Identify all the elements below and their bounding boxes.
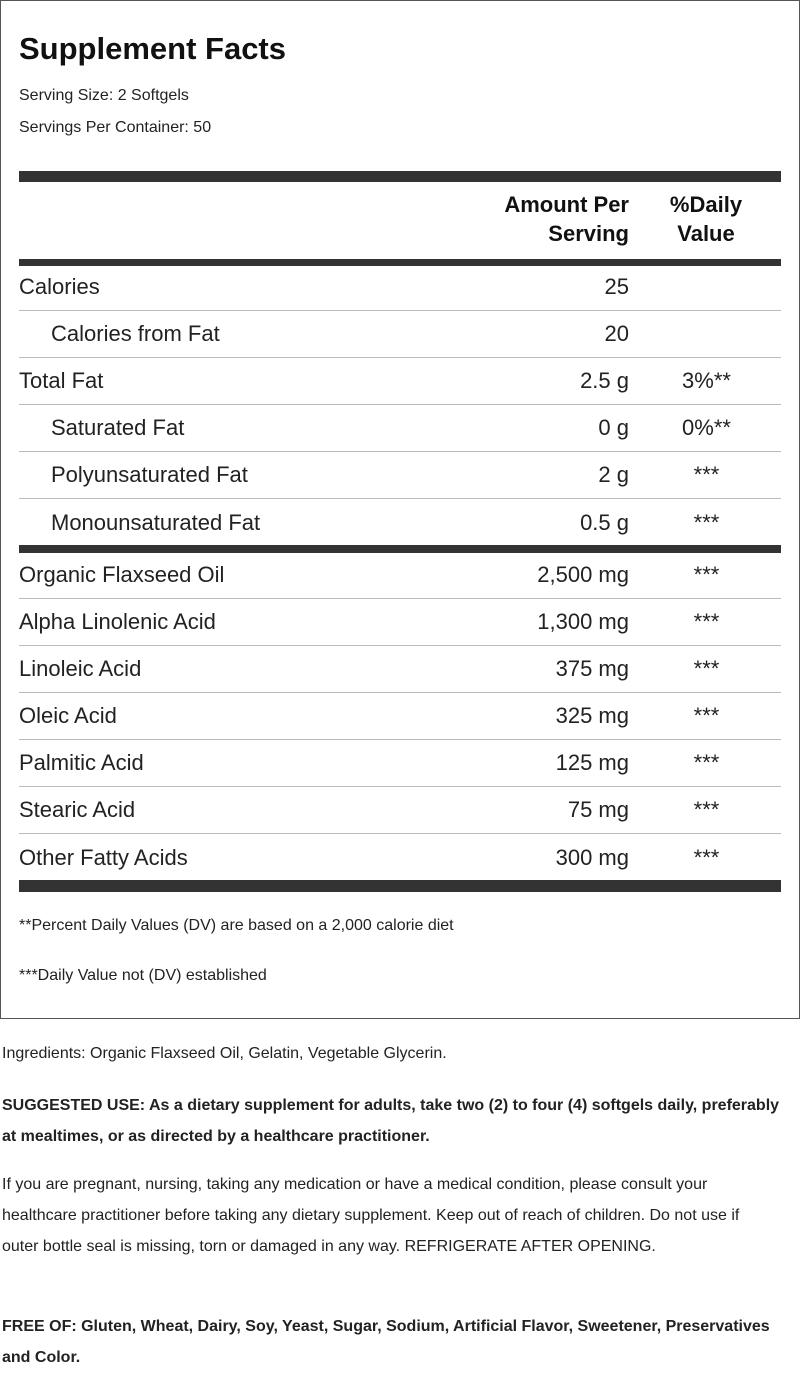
- servings-per-container: Servings Per Container: 50: [19, 119, 212, 136]
- divider-medium: [19, 545, 781, 553]
- amount-header-line1: Amount Per: [504, 192, 629, 217]
- nutrient-name: Other Fatty Acids: [19, 844, 188, 870]
- nutrient-name: Stearic Acid: [19, 797, 136, 822]
- warning: If you are pregnant, nursing, taking any…: [2, 1176, 740, 1255]
- nutrient-name: Calories: [19, 274, 100, 299]
- nutrient-row: Calories from Fat 20: [19, 311, 781, 358]
- nutrient-dv: 0%**: [682, 415, 731, 440]
- nutrient-amount: 1,300 mg: [537, 609, 629, 634]
- nutrient-dv: ***: [693, 609, 720, 634]
- nutrient-dv: 3%**: [682, 368, 731, 393]
- nutrient-row: Oleic Acid 325 mg ***: [19, 693, 781, 740]
- nutrient-dv: ***: [693, 462, 720, 487]
- nutrient-row: Polyunsaturated Fat 2 g ***: [19, 452, 781, 499]
- nutrient-row: Saturated Fat 0 g 0%**: [19, 405, 781, 452]
- free-of: FREE OF: Gluten, Wheat, Dairy, Soy, Yeas…: [2, 1318, 770, 1366]
- supplement-facts-panel: Supplement Facts Serving Size: 2 Softgel…: [0, 0, 800, 1019]
- nutrient-dv: ***: [693, 844, 720, 870]
- amount-header-line2: Serving: [548, 221, 629, 246]
- ingredients: Ingredients: Organic Flaxseed Oil, Gelat…: [2, 1045, 447, 1062]
- nutrient-amount: 325 mg: [555, 703, 629, 728]
- nutrient-amount: 2.5 g: [580, 368, 629, 393]
- nutrient-dv: ***: [693, 797, 720, 822]
- nutrient-dv: ***: [693, 703, 720, 728]
- divider-medium: [19, 259, 781, 266]
- panel-title: Supplement Facts: [19, 31, 286, 66]
- nutrient-amount: 75 mg: [567, 797, 629, 822]
- nutrient-row: Alpha Linolenic Acid 1,300 mg ***: [19, 599, 781, 646]
- nutrient-row: Total Fat 2.5 g 3%**: [19, 358, 781, 405]
- nutrient-name: Polyunsaturated Fat: [51, 462, 248, 487]
- nutrient-row: Monounsaturated Fat 0.5 g ***: [19, 499, 781, 546]
- serving-size: Serving Size: 2 Softgels: [19, 87, 189, 104]
- nutrient-row: Other Fatty Acids 300 mg ***: [19, 834, 781, 881]
- nutrient-dv: ***: [693, 656, 720, 681]
- nutrient-amount: 300 mg: [555, 844, 629, 870]
- nutrient-name: Oleic Acid: [19, 703, 117, 728]
- nutrient-row: Palmitic Acid 125 mg ***: [19, 740, 781, 787]
- footnote-dv: **Percent Daily Values (DV) are based on…: [19, 917, 454, 934]
- nutrient-row: Stearic Acid 75 mg ***: [19, 787, 781, 834]
- nutrient-dv: ***: [693, 750, 720, 775]
- divider-thick: [19, 171, 781, 182]
- nutrient-name: Organic Flaxseed Oil: [19, 562, 225, 587]
- amount-header: Amount Per Serving: [461, 190, 629, 248]
- nutrient-name: Calories from Fat: [51, 321, 220, 346]
- divider-thick: [19, 880, 781, 892]
- nutrient-name: Palmitic Acid: [19, 750, 144, 775]
- nutrient-name: Alpha Linolenic Acid: [19, 609, 216, 634]
- dv-header: %Daily Value: [656, 190, 756, 248]
- nutrient-row: Linoleic Acid 375 mg ***: [19, 646, 781, 693]
- footnote-no-dv: ***Daily Value not (DV) established: [19, 967, 267, 984]
- nutrient-name: Linoleic Acid: [19, 656, 142, 681]
- nutrient-amount: 125 mg: [555, 750, 629, 775]
- nutrient-dv: ***: [693, 562, 720, 587]
- dv-header-line2: Value: [677, 221, 735, 246]
- nutrient-dv: ***: [693, 509, 720, 535]
- nutrient-amount: 2,500 mg: [537, 562, 629, 587]
- nutrient-row: Calories 25: [19, 264, 781, 311]
- suggested-use: SUGGESTED USE: As a dietary supplement f…: [2, 1097, 780, 1145]
- nutrient-name: Total Fat: [19, 368, 104, 393]
- nutrient-amount: 20: [604, 321, 629, 346]
- nutrient-row: Organic Flaxseed Oil 2,500 mg ***: [19, 552, 781, 599]
- nutrient-name: Saturated Fat: [51, 415, 185, 440]
- nutrient-amount: 0 g: [598, 415, 629, 440]
- nutrient-amount: 2 g: [598, 462, 629, 487]
- nutrient-name: Monounsaturated Fat: [51, 509, 261, 535]
- nutrient-amount: 0.5 g: [580, 509, 629, 535]
- nutrient-amount: 25: [604, 274, 629, 299]
- dv-header-line1: %Daily: [669, 192, 743, 217]
- nutrient-amount: 375 mg: [555, 656, 629, 681]
